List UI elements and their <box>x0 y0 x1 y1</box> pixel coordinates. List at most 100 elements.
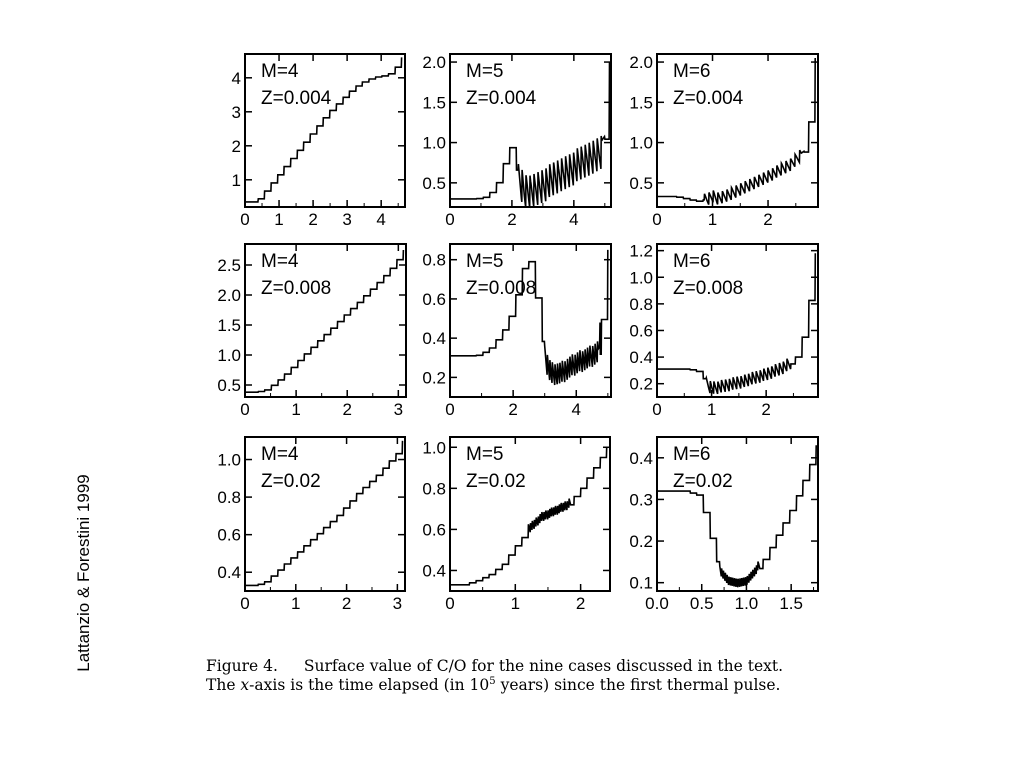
x-tick-label: 1.5 <box>779 594 803 613</box>
caption-text-c: years) since the first thermal pulse. <box>495 676 781 694</box>
y-tick-label: 1.0 <box>422 134 446 153</box>
y-tick-label: 0.4 <box>422 329 446 348</box>
caption-lead: Figure 4. <box>206 657 278 675</box>
co-ratio-curve <box>245 57 403 203</box>
plot-frame <box>244 53 406 208</box>
co-ratio-curve <box>657 253 817 395</box>
case-label: Z=0.008 <box>673 278 743 299</box>
y-tick-label: 0.6 <box>629 321 653 340</box>
chart-panel-7: 0 1 2 3 0.4 0.6 0.8 1.0 M=4 Z=0.02 <box>217 436 406 613</box>
case-label: M=5 <box>466 444 504 465</box>
x-tick-label: 0 <box>240 594 249 613</box>
plot-frame <box>449 243 612 398</box>
case-label: Z=0.004 <box>466 88 537 109</box>
co-ratio-curve <box>657 445 817 588</box>
y-tick-label: 3 <box>232 103 241 122</box>
plot-frame <box>656 436 819 592</box>
y-tick-label: 0.4 <box>629 449 653 468</box>
co-ratio-curve <box>450 447 608 586</box>
y-tick-label: 0.8 <box>422 251 446 270</box>
case-label: Z=0.02 <box>261 471 321 492</box>
y-tick-label: 0.3 <box>629 490 653 509</box>
plot-frame <box>656 53 819 208</box>
x-tick-label: 0.5 <box>690 594 714 613</box>
x-tick-label: 0 <box>240 210 249 229</box>
y-tick-label: 0.2 <box>629 375 653 394</box>
caption-x-var: x <box>240 676 250 694</box>
x-tick-label: 0 <box>445 400 454 419</box>
y-tick-label: 1.0 <box>217 451 241 470</box>
case-label: Z=0.02 <box>673 471 733 492</box>
y-tick-label: 0.1 <box>629 574 653 593</box>
co-ratio-curve <box>450 62 611 209</box>
caption-text-b: -axis is the time elapsed (in 10 <box>249 676 490 694</box>
y-tick-label: 1.5 <box>422 93 446 112</box>
x-tick-label: 2 <box>308 210 317 229</box>
y-tick-label: 0.5 <box>217 376 241 395</box>
y-tick-label: 0.2 <box>422 368 446 387</box>
y-tick-label: 1.2 <box>629 242 653 261</box>
y-tick-label: 1.0 <box>629 268 653 287</box>
chart-panel-8: 0 1 2 0.4 0.6 0.8 1.0 M=5 Z=0.02 <box>422 436 611 613</box>
y-tick-label: 0.4 <box>217 563 241 582</box>
y-tick-label: 0.8 <box>629 295 653 314</box>
x-tick-label: 2 <box>342 594 351 613</box>
x-tick-label: 4 <box>572 400 581 419</box>
x-tick-label: 0 <box>240 400 249 419</box>
x-tick-label: 2 <box>508 400 517 419</box>
x-tick-label: 2 <box>761 400 770 419</box>
x-tick-label: 0 <box>445 594 454 613</box>
case-label: Z=0.004 <box>673 88 744 109</box>
x-tick-label: 0 <box>445 210 454 229</box>
y-tick-label: 1.5 <box>217 316 241 335</box>
x-tick-label: 3 <box>342 210 351 229</box>
x-tick-label: 1 <box>511 594 520 613</box>
co-ratio-curve <box>657 57 816 205</box>
case-label: M=6 <box>673 444 711 465</box>
case-label: M=4 <box>261 251 299 272</box>
chart-panel-1: 0 1 2 3 4 1 2 3 4 M=4 Z=0.004 <box>232 53 406 229</box>
x-tick-label: 4 <box>569 210 578 229</box>
chart-panel-4: 0 1 2 3 0.5 1.0 1.5 2.0 2.5 M=4 Z=0.008 <box>217 243 407 419</box>
y-tick-label: 1.0 <box>422 438 446 457</box>
x-tick-label: 4 <box>376 210 385 229</box>
x-tick-label: 1 <box>291 594 300 613</box>
co-ratio-curve <box>450 249 609 386</box>
co-ratio-curve <box>245 440 404 587</box>
x-tick-label: 1 <box>707 400 716 419</box>
x-tick-label: 2 <box>342 400 351 419</box>
case-label: Z=0.008 <box>261 278 331 299</box>
x-tick-label: 3 <box>394 400 403 419</box>
y-tick-label: 1.5 <box>629 93 653 112</box>
co-ratio-curve <box>245 249 405 393</box>
case-label: Z=0.004 <box>261 88 332 109</box>
y-tick-label: 2.0 <box>422 53 446 72</box>
y-tick-label: 2.5 <box>217 256 241 275</box>
chart-panel-5: 0 2 4 0.2 0.4 0.6 0.8 M=5 Z=0.008 <box>422 243 612 419</box>
y-tick-label: 0.5 <box>629 174 653 193</box>
case-label: M=4 <box>261 444 299 465</box>
y-tick-label: 0.6 <box>422 290 446 309</box>
caption-text-a: Surface value of C/O for the nine cases … <box>206 657 784 694</box>
x-tick-label: 1 <box>291 400 300 419</box>
caption-sup: 5 <box>489 675 496 687</box>
plot-frame <box>449 53 612 208</box>
case-label: M=6 <box>673 61 711 82</box>
x-tick-label: 2 <box>763 210 772 229</box>
y-tick-label: 0.6 <box>422 520 446 539</box>
x-tick-label: 0 <box>652 210 661 229</box>
y-tick-label: 2.0 <box>217 286 241 305</box>
x-tick-label: 0.0 <box>645 594 669 613</box>
y-tick-label: 1.0 <box>629 134 653 153</box>
y-tick-label: 1.0 <box>217 346 241 365</box>
plot-frame <box>244 243 407 398</box>
chart-panel-6: 0 1 2 0.2 0.4 0.6 0.8 1.0 1.2 M=6 Z=0.008 <box>629 242 819 419</box>
x-tick-label: 1.0 <box>735 594 759 613</box>
figure-caption: Figure 4. Surface value of C/O for the ni… <box>206 657 816 695</box>
y-tick-label: 0.8 <box>217 488 241 507</box>
plot-frame <box>656 243 819 398</box>
x-tick-label: 1 <box>708 210 717 229</box>
x-tick-label: 2 <box>576 594 585 613</box>
